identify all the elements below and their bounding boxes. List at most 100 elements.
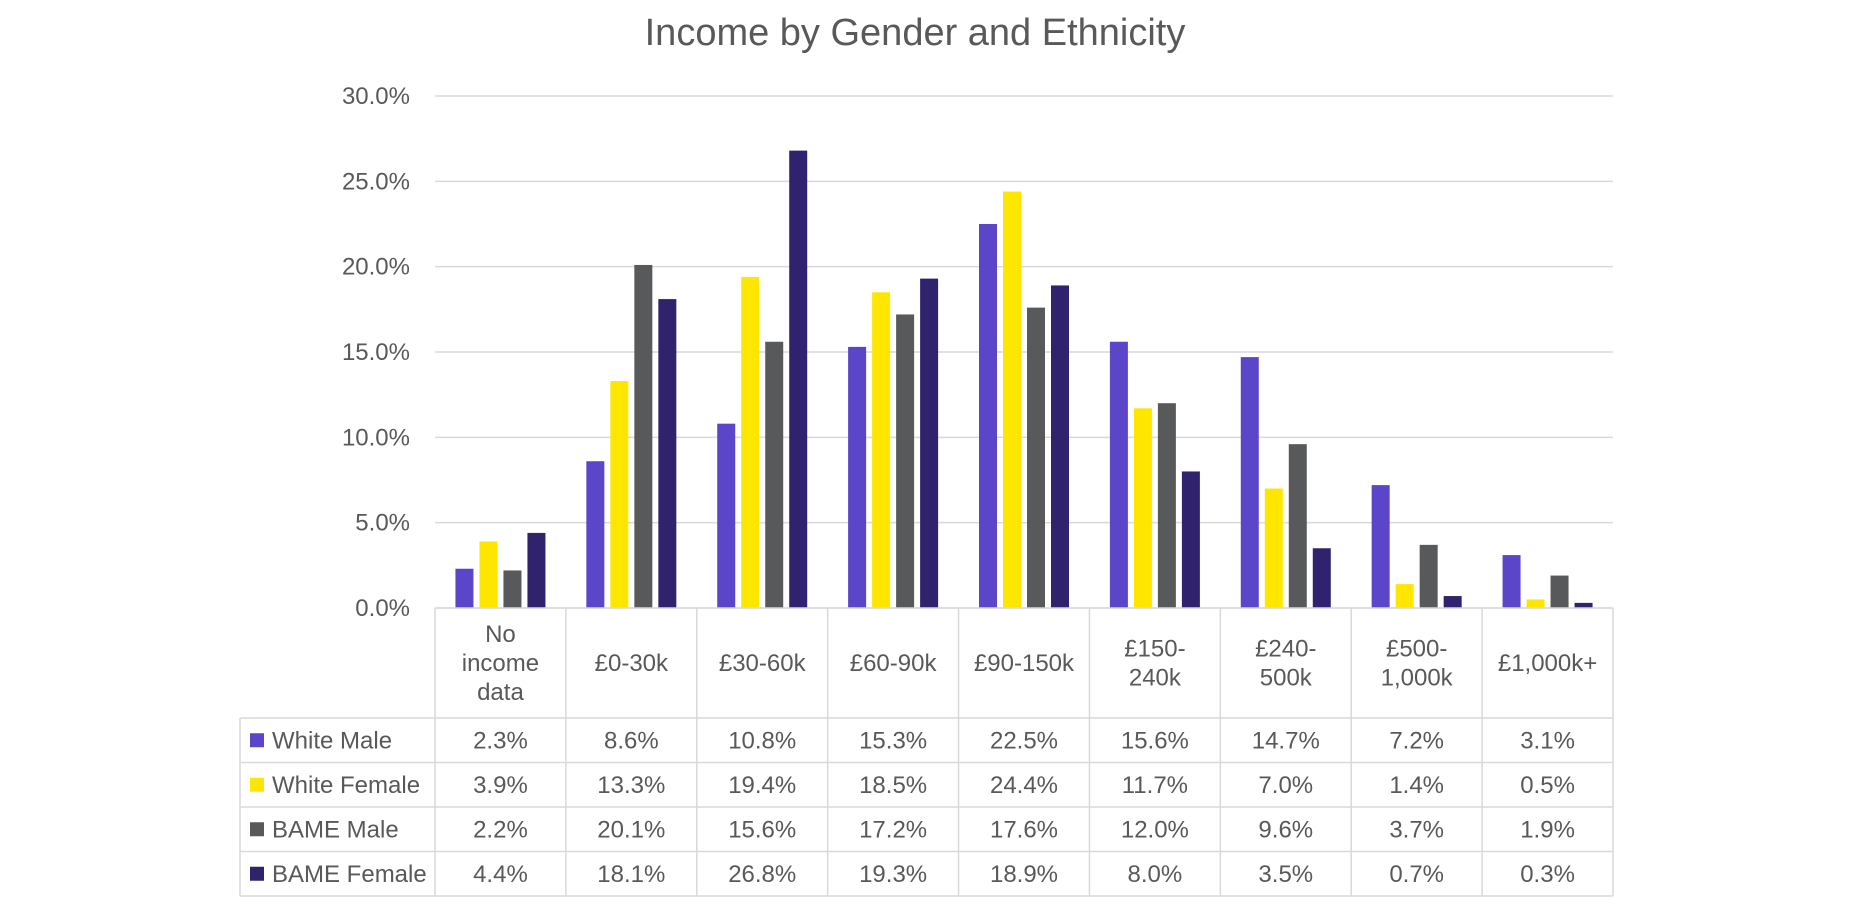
legend-swatch — [250, 733, 264, 748]
bar — [610, 381, 629, 608]
bar — [455, 568, 474, 608]
legend-label: BAME Female — [272, 861, 427, 888]
data-table-cell: 8.0% — [1128, 861, 1183, 888]
legend-label: White Female — [272, 772, 420, 799]
x-category-label: No income data — [462, 621, 539, 706]
data-table-cell: 15.6% — [728, 816, 796, 843]
data-table-cell: 3.7% — [1389, 816, 1444, 843]
bar-series — [455, 150, 1593, 608]
bar — [1574, 602, 1593, 608]
bar — [1526, 599, 1545, 608]
bar — [634, 264, 653, 608]
bar — [1264, 488, 1283, 608]
bar — [1181, 471, 1200, 608]
data-table-cell: 13.3% — [597, 772, 665, 799]
x-category-label: £60-90k — [850, 650, 938, 677]
bar — [586, 461, 605, 608]
y-tick-label: 5.0% — [355, 510, 410, 537]
bar — [896, 314, 915, 608]
bar — [1312, 548, 1331, 608]
data-table-cell: 2.3% — [473, 727, 528, 754]
legend-swatch — [250, 822, 264, 837]
data-table-cell: 8.6% — [604, 727, 659, 754]
data-table-cell: 4.4% — [473, 861, 528, 888]
x-category-label: £30-60k — [719, 650, 807, 677]
bar — [979, 224, 997, 608]
bar — [741, 276, 760, 608]
data-table-cell: 15.3% — [859, 727, 927, 754]
bar — [1051, 285, 1069, 608]
data-table-cell: 7.2% — [1389, 727, 1444, 754]
data-table-cell: 1.4% — [1389, 772, 1444, 799]
data-table-cell: 18.5% — [859, 772, 927, 799]
data-table-cell: 2.2% — [473, 816, 528, 843]
bar — [1027, 307, 1045, 608]
data-table-cell: 1.9% — [1520, 816, 1575, 843]
data-table-cell: 9.6% — [1258, 816, 1313, 843]
bar — [717, 423, 736, 608]
y-tick-label: 20.0% — [342, 254, 410, 281]
bar — [1157, 403, 1176, 608]
data-table-cell: 17.2% — [859, 816, 927, 843]
x-category-label: £90-150k — [974, 650, 1075, 677]
legend-label: White Male — [272, 727, 392, 754]
data-table-cell: 17.6% — [990, 816, 1058, 843]
bar — [1550, 575, 1569, 608]
data-table-cell: 0.3% — [1520, 861, 1575, 888]
data-table-cell: 3.9% — [473, 772, 528, 799]
legend-label: BAME Male — [272, 816, 399, 843]
y-tick-label: 0.0% — [355, 595, 410, 622]
x-category-label: £1,000k+ — [1498, 650, 1597, 677]
data-table-cell: 12.0% — [1121, 816, 1189, 843]
x-category-label: £240-500k — [1255, 636, 1316, 692]
y-tick-label: 15.0% — [342, 339, 410, 366]
bar — [1288, 444, 1307, 608]
bar — [1003, 191, 1021, 608]
bar — [527, 532, 546, 608]
data-table-cell: 20.1% — [597, 816, 665, 843]
gridlines — [435, 95, 1613, 609]
data-table-cell: 24.4% — [990, 772, 1058, 799]
bar — [1443, 596, 1462, 608]
data-table-cell: 3.5% — [1258, 861, 1313, 888]
bar — [1240, 357, 1259, 608]
legend-swatch — [250, 866, 264, 881]
data-table-cell: 18.9% — [990, 861, 1058, 888]
bar — [765, 341, 784, 608]
data-table-cell: 18.1% — [597, 861, 665, 888]
bar — [920, 278, 939, 608]
x-category-label: £150-240k — [1124, 636, 1185, 692]
chart-title: Income by Gender and Ethnicity — [645, 12, 1186, 54]
bar — [1502, 555, 1521, 608]
bar — [848, 346, 867, 608]
data-table-cell: 11.7% — [1122, 772, 1188, 799]
bar — [872, 292, 891, 608]
y-tick-label: 25.0% — [342, 168, 410, 195]
bar — [1133, 408, 1152, 608]
data-table-cell: 3.1% — [1520, 727, 1575, 754]
bar — [1371, 485, 1390, 608]
bar — [789, 150, 808, 608]
data-table-cell: 26.8% — [728, 861, 796, 888]
data-table-cell: 19.4% — [728, 772, 796, 799]
data-table-cell: 10.8% — [728, 727, 796, 754]
data-table: No income data £0-30k £30-60k £60-90k £90-150k… — [239, 607, 1614, 897]
bar — [1395, 584, 1414, 608]
data-table-cell: 15.6% — [1121, 727, 1189, 754]
x-category-label: £500-1,000k — [1381, 636, 1454, 692]
data-table-cell: 0.7% — [1389, 861, 1444, 888]
bar — [658, 299, 677, 608]
bar — [503, 570, 522, 608]
data-table-cell: 14.7% — [1252, 727, 1320, 754]
data-table-cell: 19.3% — [859, 861, 927, 888]
data-table-cell: 0.5% — [1520, 772, 1575, 799]
bar — [1419, 544, 1438, 608]
y-axis-tick-labels: 0.0% 5.0% 10.0% 15.0% 20.0% 25.0% 30.0% — [342, 83, 410, 622]
bar — [1109, 341, 1128, 608]
legend-swatch — [250, 777, 264, 792]
data-table-cell: 7.0% — [1258, 772, 1313, 799]
bar — [479, 541, 498, 608]
y-tick-label: 10.0% — [342, 424, 410, 451]
x-category-label: £0-30k — [595, 650, 669, 677]
